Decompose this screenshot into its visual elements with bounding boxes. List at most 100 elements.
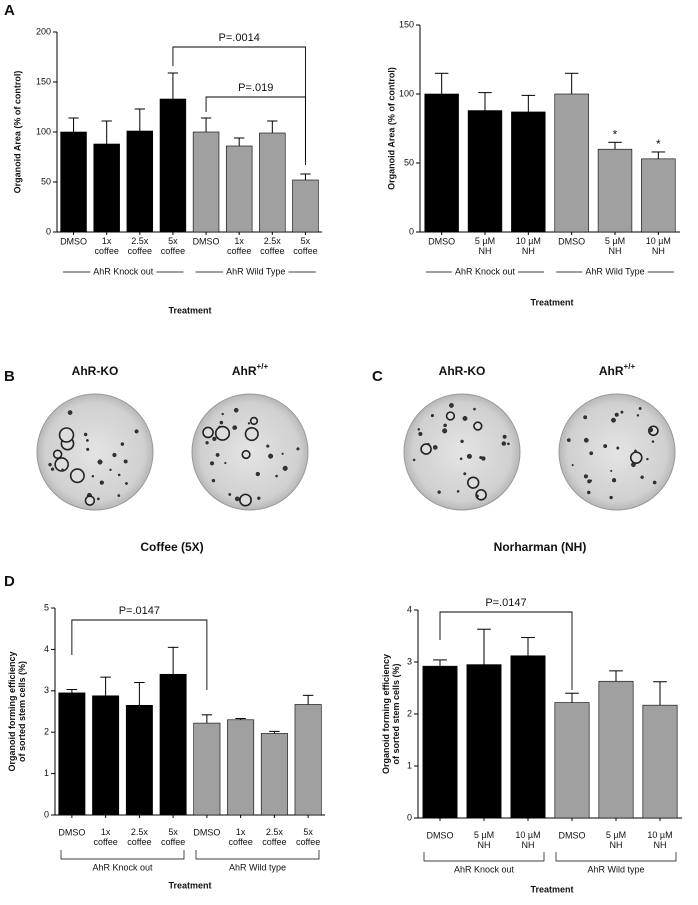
organoid	[636, 414, 640, 417]
group-label: AhR Knock out	[92, 862, 153, 872]
organoid	[109, 468, 112, 472]
organoid	[616, 446, 620, 450]
bar	[60, 131, 87, 233]
organoid	[475, 494, 479, 498]
x-tick-label: 2.5x coffee	[127, 827, 151, 847]
y-tick-label: 0	[46, 226, 51, 236]
organoid	[96, 497, 100, 501]
y-axis-label: Organoid Area (% of control)	[386, 67, 396, 190]
group-label: AhR Knock out	[454, 864, 515, 874]
organoid	[134, 429, 139, 434]
bar	[510, 655, 546, 819]
organoid	[460, 439, 464, 444]
y-tick-label: 3	[407, 656, 412, 666]
organoid	[473, 407, 476, 411]
y-tick-label: 0	[407, 812, 412, 822]
organoid	[58, 427, 75, 443]
x-tick-label: DMSO	[427, 830, 454, 840]
organoid	[97, 459, 103, 465]
organoid	[587, 479, 592, 484]
organoid	[202, 426, 214, 439]
x-tick-label: 5 µM NH	[605, 236, 625, 256]
bar	[294, 704, 322, 816]
organoid	[282, 465, 288, 471]
x-tick-label: 5x coffee	[293, 236, 317, 256]
organoid	[459, 457, 463, 461]
organoid	[611, 478, 617, 483]
organoid	[586, 490, 591, 495]
micrograph	[558, 393, 676, 511]
bar	[260, 733, 288, 816]
p-value: P=.0147	[119, 605, 160, 617]
panel-label: D	[4, 573, 15, 590]
organoid	[634, 449, 637, 453]
label: AhR	[232, 364, 257, 378]
group-bracket	[60, 850, 185, 860]
organoid	[86, 447, 90, 451]
organoid	[481, 456, 486, 461]
organoid	[228, 493, 232, 496]
y-tick-label: 150	[399, 19, 414, 29]
y-axis-label: Organoid forming efficiencyof sorted ste…	[381, 654, 401, 774]
organoid	[430, 413, 434, 418]
x-tick-label: 5 µM NH	[474, 830, 494, 850]
organoid	[614, 412, 619, 417]
organoid	[212, 436, 217, 442]
y-tick-label: 150	[36, 76, 51, 86]
x-tick-label: 5 µM NH	[475, 236, 495, 256]
x-tick-label: 5x coffee	[161, 236, 185, 256]
organoid	[112, 452, 117, 458]
organoid	[437, 490, 441, 494]
x-tick-label: DMSO	[58, 827, 85, 837]
organoid	[99, 480, 104, 485]
bar	[292, 179, 319, 233]
bar	[92, 695, 120, 816]
organoid	[221, 412, 224, 416]
group-label: AhR Wild type	[229, 862, 286, 872]
bar	[554, 702, 590, 819]
bar	[641, 158, 676, 233]
bar	[598, 680, 634, 819]
bar	[467, 110, 503, 233]
image-title: AhR-KO	[439, 364, 486, 378]
organoid	[463, 472, 467, 476]
significance-star: *	[656, 137, 661, 151]
x-tick-label: 5x coffee	[161, 827, 185, 847]
organoid	[219, 420, 224, 425]
x-axis-label: Treatment	[168, 880, 211, 890]
y-tick-label: 2	[44, 727, 49, 737]
organoid	[589, 451, 594, 456]
organoid	[502, 434, 507, 439]
bar	[193, 722, 221, 816]
organoid	[420, 443, 432, 455]
bar	[259, 132, 286, 233]
group-label: AhR Wild Type	[585, 266, 644, 276]
organoid	[583, 415, 588, 420]
organoid	[296, 447, 300, 451]
bar	[642, 704, 678, 819]
y-tick-label: 3	[44, 685, 49, 695]
y-tick-label: 4	[44, 644, 49, 654]
organoid	[652, 480, 657, 485]
organoid	[249, 416, 259, 426]
organoid	[123, 459, 128, 464]
x-tick-label: DMSO	[428, 236, 455, 246]
bar	[422, 665, 458, 819]
group-label: AhR Wild Type	[226, 266, 285, 276]
x-tick-label: DMSO	[193, 236, 220, 246]
organoid	[571, 464, 574, 467]
organoid	[67, 410, 73, 415]
bar	[597, 148, 633, 233]
y-tick-label: 0	[409, 226, 414, 236]
organoid	[462, 415, 468, 421]
organoid	[646, 457, 649, 461]
panel-label: C	[372, 368, 383, 385]
organoid	[255, 471, 260, 477]
bar	[58, 692, 86, 816]
organoid	[620, 410, 624, 414]
bar	[554, 93, 589, 233]
organoid	[432, 445, 438, 450]
y-axis-label: Organoid forming efficiencyof sorted ste…	[7, 651, 27, 771]
significance-bracket	[71, 619, 208, 690]
